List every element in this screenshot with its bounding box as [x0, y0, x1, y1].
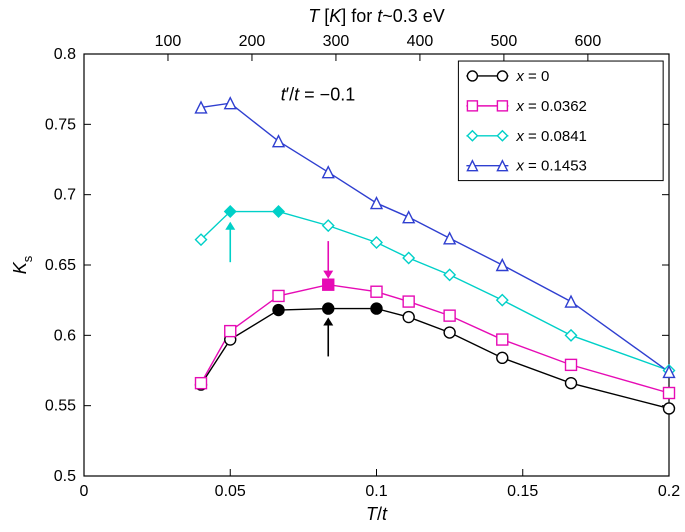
x-tick-label: 0.05: [215, 483, 246, 500]
annotation-text: t′/t = −0.1: [281, 84, 355, 104]
top-tick-label: 300: [323, 33, 350, 50]
scatter-line-chart: 0 0.05 0.1 0.15 0.2 T/t 0.5 0.55 0.6 0.65 0.7 0.75 0…: [0, 0, 685, 532]
series-marker: [273, 305, 284, 316]
top-tick-label: 500: [491, 33, 518, 50]
y-tick-label: 0.75: [45, 116, 76, 133]
series-marker: [664, 403, 675, 414]
series-marker: [566, 378, 577, 389]
top-tick-label: 600: [575, 33, 602, 50]
legend-marker: [497, 71, 507, 81]
series-marker: [566, 359, 577, 370]
top-tick-label: 200: [239, 33, 266, 50]
legend-label: x = 0: [515, 68, 549, 85]
y-tick-label: 0.8: [54, 46, 76, 63]
legend-marker: [467, 101, 477, 111]
x-axis-label: T/t: [366, 504, 388, 524]
legend-marker: [497, 101, 507, 111]
series-marker: [497, 334, 508, 345]
series-marker: [444, 310, 455, 321]
series-marker: [497, 352, 508, 363]
top-tick-label: 400: [407, 33, 434, 50]
legend-marker: [467, 71, 477, 81]
series-marker: [371, 303, 382, 314]
series-marker: [196, 378, 207, 389]
series-marker: [323, 303, 334, 314]
series-marker: [225, 326, 236, 337]
y-tick-label: 0.7: [54, 187, 76, 204]
series-marker: [403, 312, 414, 323]
series-marker: [444, 327, 455, 338]
y-tick-label: 0.55: [45, 398, 76, 415]
series-marker: [664, 388, 675, 399]
series-marker: [273, 290, 284, 301]
top-tick-label: 100: [155, 33, 182, 50]
series-marker: [323, 279, 334, 290]
series-marker: [403, 296, 414, 307]
x-tick-label: 0: [80, 483, 89, 500]
x-tick-label: 0.15: [507, 483, 538, 500]
legend-label: x = 0.0362: [515, 98, 587, 115]
x-tick-label: 0.2: [658, 483, 680, 500]
x-tick-label: 0.1: [365, 483, 387, 500]
series-marker: [371, 286, 382, 297]
y-tick-label: 0.65: [45, 257, 76, 274]
y-tick-label: 0.6: [54, 327, 76, 344]
y-tick-label: 0.5: [54, 468, 76, 485]
legend-label: x = 0.0841: [515, 128, 587, 145]
top-axis-title: T [K] for t~0.3 eV: [308, 6, 445, 26]
legend-label: x = 0.1453: [515, 158, 587, 175]
